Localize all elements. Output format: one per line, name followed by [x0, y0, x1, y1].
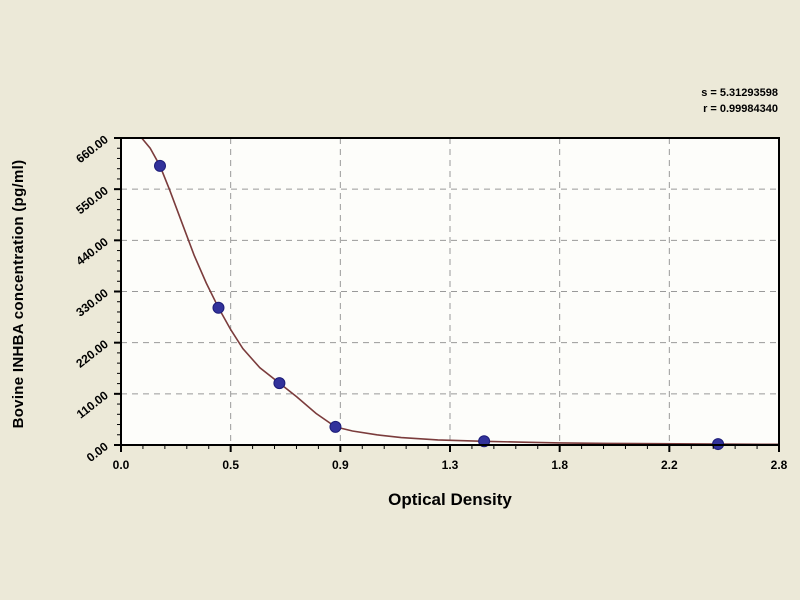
- data-point-marker: [329, 420, 342, 433]
- x-tick-label: 0.0: [113, 458, 130, 472]
- x-tick-label: 0.9: [332, 458, 349, 472]
- y-tick-label: 440.00: [73, 234, 111, 268]
- y-tick-label: 330.00: [73, 286, 111, 320]
- x-tick-label: 1.3: [442, 458, 459, 472]
- fit-stat-r: r = 0.99984340: [703, 103, 778, 115]
- y-tick-label: 110.00: [74, 388, 111, 421]
- x-tick-label: 0.5: [222, 458, 239, 472]
- y-tick-label: 550.00: [73, 183, 111, 217]
- x-axis-title: Optical Density: [388, 490, 512, 509]
- data-point-marker: [153, 159, 166, 172]
- standard-curve-line: [141, 137, 780, 446]
- data-point-marker: [212, 301, 225, 314]
- x-tick-label: 2.2: [661, 458, 678, 472]
- x-tick-label: 1.8: [551, 458, 568, 472]
- fit-statistics: s = 5.31293598 r = 0.99984340: [701, 85, 778, 117]
- y-tick-label: 0.00: [84, 439, 111, 465]
- y-tick-label: 660.00: [73, 132, 111, 166]
- fit-stat-s: s = 5.31293598: [701, 87, 778, 99]
- x-tick-label: 2.8: [771, 458, 788, 472]
- y-tick-label: 220.00: [73, 337, 111, 371]
- data-point-marker: [273, 377, 286, 390]
